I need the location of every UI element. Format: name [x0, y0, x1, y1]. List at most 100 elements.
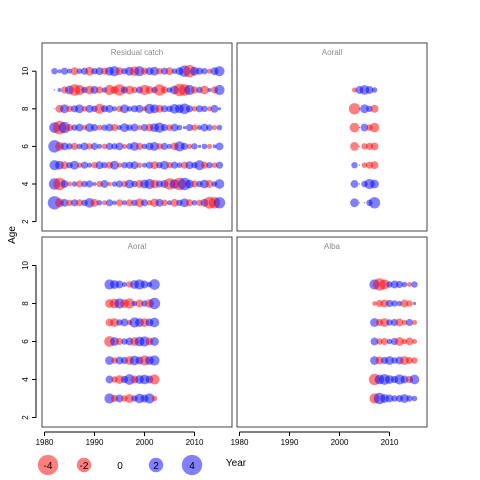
- bubble: [165, 67, 174, 76]
- bubble: [70, 67, 79, 76]
- bubble: [126, 106, 133, 112]
- bubble: [372, 301, 377, 306]
- bubble: [75, 199, 84, 207]
- bubble: [124, 298, 135, 309]
- bubble: [75, 123, 84, 132]
- bubble: [115, 67, 124, 76]
- bubble: [185, 161, 194, 170]
- panel-title: Aorall: [322, 48, 343, 57]
- y-tick-label: 2: [21, 219, 30, 224]
- bubble: [60, 161, 69, 170]
- bubble: [51, 67, 58, 75]
- bubble: [141, 162, 148, 168]
- bubble: [110, 160, 119, 170]
- bubble: [155, 104, 164, 113]
- bubble: [90, 198, 99, 207]
- legend-entry: -4: [37, 454, 59, 476]
- legend-bubble: [37, 454, 59, 476]
- bubble: [406, 300, 413, 307]
- y-axis-row-2: 2 4 6 8 10: [21, 261, 37, 420]
- x-tick-label: 2000: [331, 438, 349, 447]
- bubble: [66, 105, 73, 113]
- bubble: [111, 106, 118, 112]
- bubble: [376, 338, 383, 345]
- legend-label: -4: [44, 461, 53, 472]
- bubble: [182, 125, 187, 130]
- bubble: [365, 86, 374, 94]
- bubble: [105, 375, 114, 384]
- bubble: [86, 162, 93, 168]
- bubble: [349, 122, 360, 133]
- bubble: [57, 88, 62, 92]
- bubble: [216, 124, 223, 131]
- bubble: [405, 318, 414, 327]
- bubble: [85, 66, 94, 76]
- bubble: [74, 84, 85, 96]
- bubble: [370, 179, 379, 189]
- bubble: [60, 142, 69, 151]
- bubble: [121, 143, 128, 149]
- bubble: [211, 125, 218, 131]
- legend-label: 4: [189, 461, 195, 472]
- bubble: [351, 161, 358, 169]
- bubble: [391, 300, 398, 307]
- bubble: [95, 67, 104, 76]
- bubble: [125, 179, 134, 189]
- bubble: [170, 123, 179, 132]
- bubble: [95, 161, 104, 170]
- bubble: [212, 144, 217, 149]
- bubble: [85, 104, 94, 113]
- bubble: [411, 281, 418, 288]
- bubble: [200, 161, 209, 169]
- bubble: [130, 161, 139, 170]
- bubble: [81, 180, 88, 188]
- bubble: [70, 142, 79, 150]
- bubble: [401, 319, 408, 326]
- bubble: [121, 161, 128, 169]
- bubble: [405, 356, 414, 365]
- bubble: [160, 105, 169, 113]
- bubble: [150, 337, 159, 346]
- bubble: [191, 143, 198, 150]
- bubble: [92, 182, 97, 186]
- bubble: [363, 202, 366, 204]
- bubble: [110, 318, 119, 327]
- bubble: [386, 338, 393, 345]
- x-tick-label: 2010: [186, 438, 204, 447]
- bubble: [214, 179, 225, 189]
- bubble: [135, 299, 144, 308]
- bubble: [66, 199, 73, 207]
- bubble: [105, 123, 114, 132]
- legend-bubble: [76, 457, 92, 473]
- bubble: [185, 124, 194, 132]
- bubble: [150, 161, 159, 170]
- bubble: [136, 125, 143, 131]
- legend-label: -2: [80, 461, 89, 472]
- x-tick-label: 1990: [86, 438, 104, 447]
- panel-title: Aoral: [128, 242, 147, 251]
- x-tick-label: 1980: [36, 438, 54, 447]
- bubble: [121, 281, 128, 288]
- bubble: [156, 67, 163, 75]
- bubble: [411, 319, 418, 326]
- bubble: [369, 122, 380, 133]
- bubble: [180, 142, 189, 150]
- bubble: [215, 142, 224, 151]
- bubble: [185, 199, 194, 207]
- bubble: [361, 143, 368, 150]
- bubble: [115, 280, 124, 289]
- bubble: [101, 143, 108, 150]
- bubble: [53, 89, 56, 91]
- bubble: [53, 108, 56, 110]
- bubble: [400, 299, 409, 308]
- bubble: [191, 124, 198, 131]
- y-tick-label: 4: [21, 181, 30, 186]
- bubble: [161, 199, 168, 207]
- bubble: [190, 86, 199, 94]
- bubble: [75, 180, 84, 188]
- bubble: [358, 145, 361, 148]
- bubble: [217, 107, 222, 111]
- bubble: [405, 337, 414, 346]
- bubble: [75, 104, 84, 114]
